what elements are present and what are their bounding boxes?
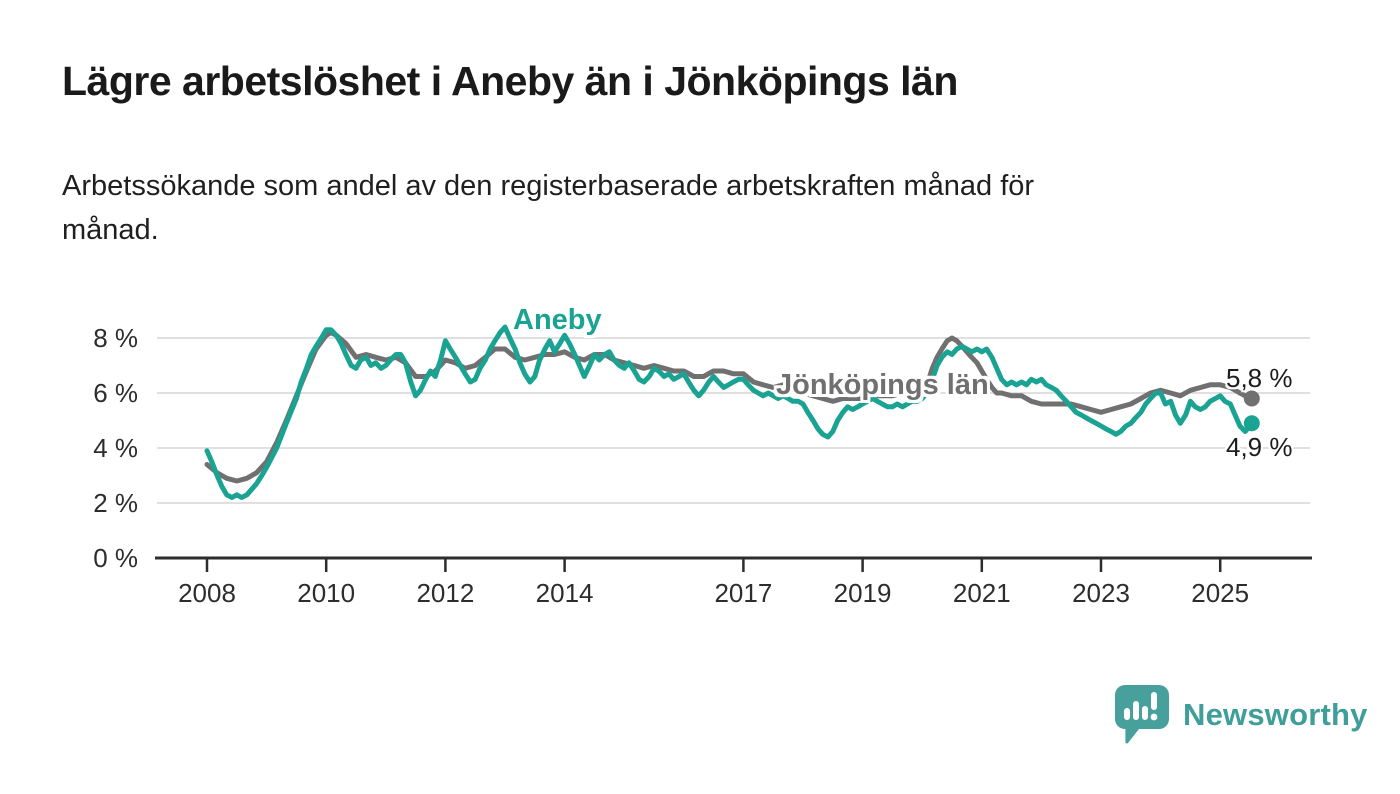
x-tick-label: 2014 — [536, 578, 594, 608]
series-label-jonkoping: Jönköpings län — [776, 369, 989, 401]
newsworthy-branding: Newsworthy — [1115, 684, 1368, 746]
logo-bar-3 — [1142, 706, 1148, 720]
series-end-dot-jonkoping — [1243, 390, 1260, 407]
x-tick-label: 2019 — [834, 578, 892, 608]
x-tick-label: 2023 — [1072, 578, 1130, 608]
x-tick-label: 2025 — [1191, 578, 1249, 608]
x-tick-label: 2021 — [953, 578, 1011, 608]
x-tick-label: 2017 — [714, 578, 772, 608]
end-value-label-jonkoping: 5,8 % — [1226, 363, 1293, 393]
y-tick-label: 6 % — [93, 378, 138, 408]
series-line-jonkoping — [204, 330, 1255, 484]
end-value-label-aneby: 4,9 % — [1226, 432, 1293, 462]
newsworthy-logo-icon — [1115, 685, 1169, 744]
y-tick-label: 0 % — [93, 543, 138, 573]
series-label-aneby: Aneby — [513, 304, 602, 336]
y-tick-label: 2 % — [93, 488, 138, 518]
chart-subtitle: Arbetssökande som andel av den registerb… — [62, 170, 1035, 246]
logo-bar-1 — [1124, 708, 1130, 720]
brand-name: Newsworthy — [1183, 697, 1368, 732]
y-tick-label: 8 % — [93, 323, 138, 353]
logo-exclamation-dot — [1150, 713, 1158, 721]
page-title: Lägre arbetslöshet i Aneby än i Jönköpin… — [62, 58, 958, 104]
series-line-aneby — [204, 324, 1255, 500]
x-tick-label: 2008 — [178, 578, 236, 608]
x-tick-label: 2010 — [297, 578, 355, 608]
logo-exclamation-bar — [1151, 692, 1157, 710]
y-tick-label: 4 % — [93, 433, 138, 463]
logo-bar-2 — [1133, 701, 1139, 720]
x-tick-label: 2012 — [416, 578, 474, 608]
series-end-dot-aneby — [1243, 415, 1260, 432]
